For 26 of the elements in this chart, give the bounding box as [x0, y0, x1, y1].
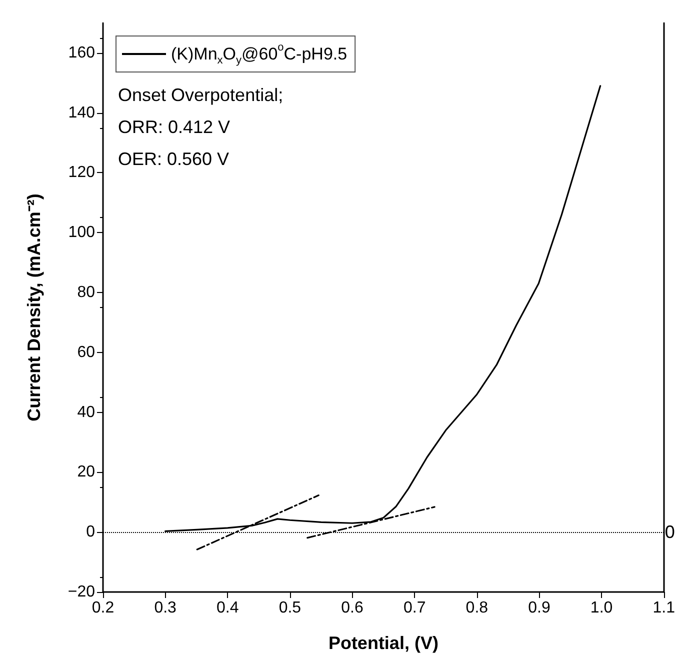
x-tick-label: 0.9: [528, 600, 550, 616]
y-axis-title: Current Density, (mA.cm⁻²): [24, 194, 44, 422]
annotation: OER: 0.560 V: [118, 149, 230, 169]
annotation: Onset Overpotential;: [118, 85, 284, 105]
y-tick-label: 100: [68, 224, 96, 242]
x-tick-label: 0.7: [403, 600, 426, 616]
y-tick-label: 160: [68, 44, 96, 62]
ref-line-label: 0: [664, 522, 675, 542]
x-tick-label: 1.1: [652, 600, 676, 616]
x-tick-label: 0.6: [341, 600, 364, 616]
x-axis-title: Potential, (V): [328, 633, 438, 653]
x-tick-label: 0.3: [154, 600, 177, 616]
y-tick-label: 0: [86, 524, 96, 541]
y-tick-label: 40: [77, 404, 96, 421]
y-tick-label: −20: [68, 584, 96, 600]
x-tick-label: 0.5: [278, 600, 302, 616]
annotation: ORR: 0.412 V: [118, 117, 230, 137]
x-tick-label: 0.4: [216, 600, 239, 616]
y-tick-label: 120: [68, 164, 96, 182]
y-tick-label: 140: [68, 104, 96, 122]
x-tick-label: 0.8: [466, 600, 488, 616]
y-tick-label: 20: [77, 464, 96, 481]
x-tick-label: 1.0: [590, 600, 613, 616]
y-tick-label: 60: [77, 344, 96, 361]
x-tick-label: 0.2: [92, 600, 114, 616]
y-tick-label: 80: [77, 284, 96, 302]
